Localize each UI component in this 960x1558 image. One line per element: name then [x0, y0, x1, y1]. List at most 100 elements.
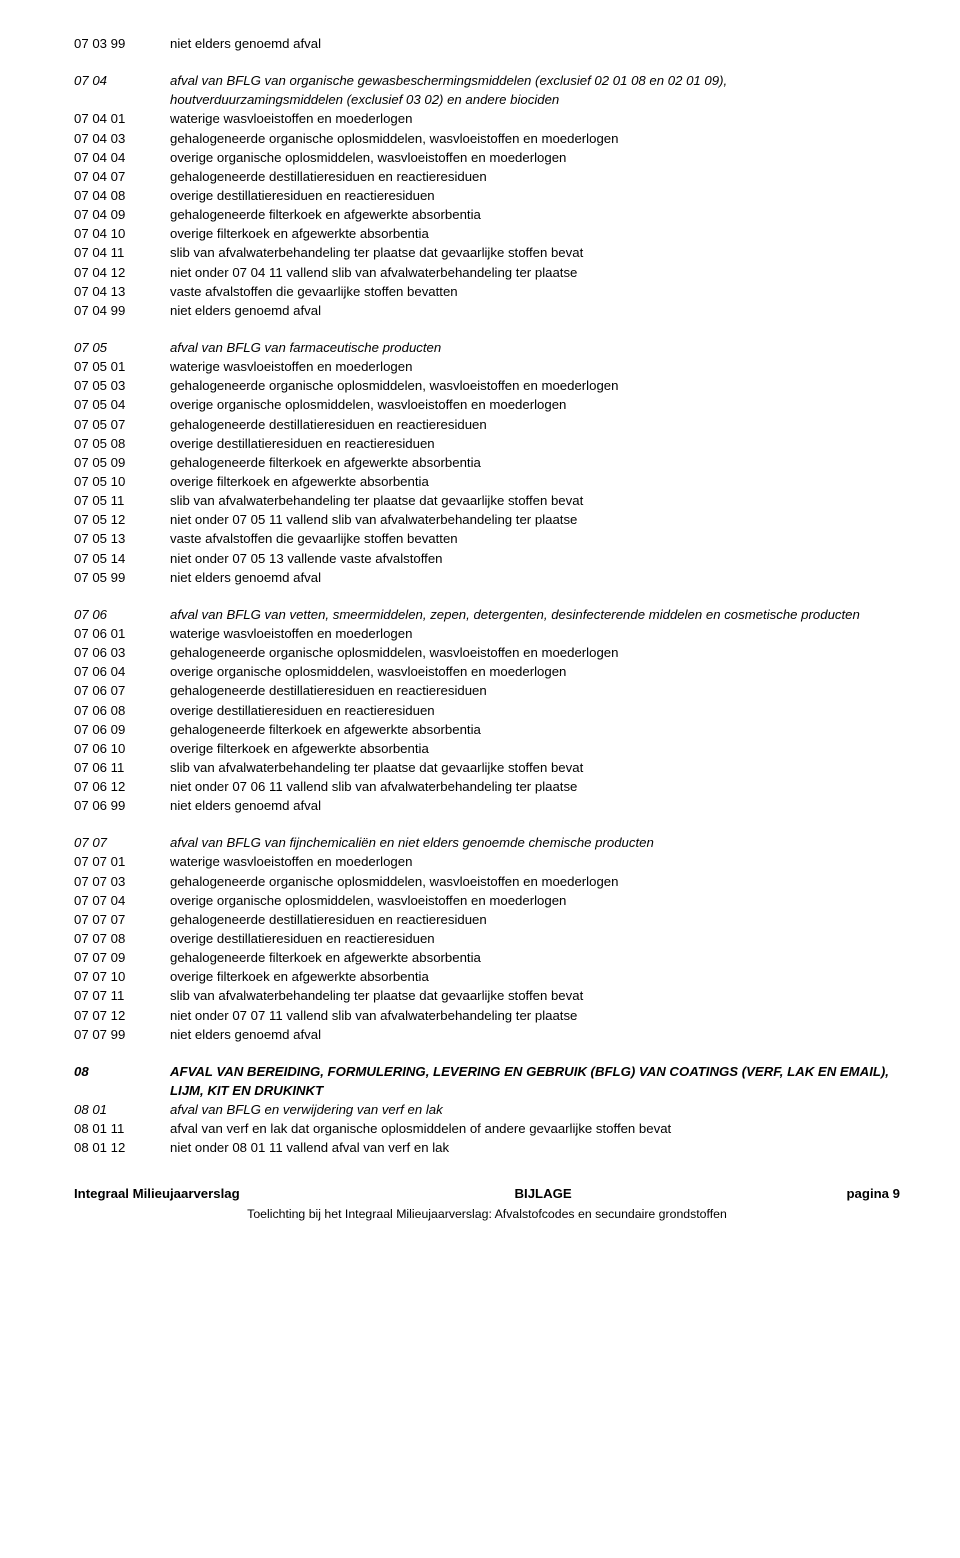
code-cell: 07 05 99 — [74, 568, 170, 587]
code-row: 07 04 12niet onder 07 04 11 vallend slib… — [74, 263, 900, 282]
desc-cell: gehalogeneerde organische oplosmiddelen,… — [170, 643, 900, 662]
code-cell: 07 06 10 — [74, 739, 170, 758]
desc-cell: niet elders genoemd afval — [170, 301, 900, 320]
code-cell: 07 04 — [74, 71, 170, 90]
section-gap — [74, 587, 900, 605]
desc-cell: overige filterkoek en afgewerkte absorbe… — [170, 224, 900, 243]
code-row: 07 05 14niet onder 07 05 13 vallende vas… — [74, 549, 900, 568]
desc-cell: afval van verf en lak dat organische opl… — [170, 1119, 900, 1138]
code-row: 07 05 13vaste afvalstoffen die gevaarlij… — [74, 529, 900, 548]
code-row: 07 07 03gehalogeneerde organische oplosm… — [74, 872, 900, 891]
desc-cell: slib van afvalwaterbehandeling ter plaat… — [170, 758, 900, 777]
code-row: 07 04 08overige destillatieresiduen en r… — [74, 186, 900, 205]
code-row: 07 06 01waterige wasvloeistoffen en moed… — [74, 624, 900, 643]
code-cell: 07 04 99 — [74, 301, 170, 320]
code-row: 07 06 99niet elders genoemd afval — [74, 796, 900, 815]
desc-cell: slib van afvalwaterbehandeling ter plaat… — [170, 491, 900, 510]
code-cell: 07 07 99 — [74, 1025, 170, 1044]
desc-cell: niet elders genoemd afval — [170, 34, 900, 53]
code-row: 07 05 04overige organische oplosmiddelen… — [74, 395, 900, 414]
code-row: 07 05 08overige destillatieresiduen en r… — [74, 434, 900, 453]
code-row: 08AFVAL VAN BEREIDING, FORMULERING, LEVE… — [74, 1062, 900, 1100]
code-cell: 07 04 07 — [74, 167, 170, 186]
code-cell: 07 06 04 — [74, 662, 170, 681]
code-row: 07 05 10overige filterkoek en afgewerkte… — [74, 472, 900, 491]
code-row: 07 06 04overige organische oplosmiddelen… — [74, 662, 900, 681]
code-row: 07 07 01waterige wasvloeistoffen en moed… — [74, 852, 900, 871]
desc-cell: waterige wasvloeistoffen en moederlogen — [170, 109, 900, 128]
desc-cell: overige filterkoek en afgewerkte absorbe… — [170, 967, 900, 986]
desc-cell: overige organische oplosmiddelen, wasvlo… — [170, 148, 900, 167]
code-row: 07 05 07gehalogeneerde destillatieresidu… — [74, 415, 900, 434]
section-gap — [74, 320, 900, 338]
code-cell: 07 04 12 — [74, 263, 170, 282]
code-row: 07 06afval van BFLG van vetten, smeermid… — [74, 605, 900, 624]
desc-cell: gehalogeneerde organische oplosmiddelen,… — [170, 872, 900, 891]
code-row: 07 07afval van BFLG van fijnchemicaliën … — [74, 833, 900, 852]
code-cell: 07 06 11 — [74, 758, 170, 777]
code-row: 07 06 09gehalogeneerde filterkoek en afg… — [74, 720, 900, 739]
code-row: 07 07 09gehalogeneerde filterkoek en afg… — [74, 948, 900, 967]
code-cell: 07 04 11 — [74, 243, 170, 262]
code-cell: 07 04 13 — [74, 282, 170, 301]
footer-right: pagina 9 — [847, 1184, 901, 1203]
code-row: 07 06 12niet onder 07 06 11 vallend slib… — [74, 777, 900, 796]
code-cell: 07 04 04 — [74, 148, 170, 167]
desc-cell: niet elders genoemd afval — [170, 568, 900, 587]
desc-cell: vaste afvalstoffen die gevaarlijke stoff… — [170, 282, 900, 301]
code-row: 07 05 01waterige wasvloeistoffen en moed… — [74, 357, 900, 376]
code-row: 07 06 11slib van afvalwaterbehandeling t… — [74, 758, 900, 777]
code-row: 07 05 11slib van afvalwaterbehandeling t… — [74, 491, 900, 510]
code-row: 07 04 99niet elders genoemd afval — [74, 301, 900, 320]
code-cell: 07 06 — [74, 605, 170, 624]
desc-cell: slib van afvalwaterbehandeling ter plaat… — [170, 986, 900, 1005]
code-row: 07 05afval van BFLG van farmaceutische p… — [74, 338, 900, 357]
code-row: 07 06 08overige destillatieresiduen en r… — [74, 701, 900, 720]
code-row: 07 04 09gehalogeneerde filterkoek en afg… — [74, 205, 900, 224]
code-cell: 08 01 11 — [74, 1119, 170, 1138]
desc-cell: overige destillatieresiduen en reactiere… — [170, 434, 900, 453]
code-row: 07 07 10overige filterkoek en afgewerkte… — [74, 967, 900, 986]
code-row: 07 04 13vaste afvalstoffen die gevaarlij… — [74, 282, 900, 301]
desc-cell: gehalogeneerde filterkoek en afgewerkte … — [170, 948, 900, 967]
desc-cell: gehalogeneerde destillatieresiduen en re… — [170, 415, 900, 434]
code-row: 07 07 11slib van afvalwaterbehandeling t… — [74, 986, 900, 1005]
desc-cell: overige destillatieresiduen en reactiere… — [170, 701, 900, 720]
code-row: 07 07 12niet onder 07 07 11 vallend slib… — [74, 1006, 900, 1025]
code-cell: 07 07 08 — [74, 929, 170, 948]
code-cell: 07 06 01 — [74, 624, 170, 643]
desc-cell: waterige wasvloeistoffen en moederlogen — [170, 357, 900, 376]
desc-cell: gehalogeneerde filterkoek en afgewerkte … — [170, 453, 900, 472]
desc-cell: niet onder 07 06 11 vallend slib van afv… — [170, 777, 900, 796]
desc-cell: gehalogeneerde organische oplosmiddelen,… — [170, 129, 900, 148]
code-cell: 07 07 09 — [74, 948, 170, 967]
code-row: 07 04 01waterige wasvloeistoffen en moed… — [74, 109, 900, 128]
code-row: 07 05 03gehalogeneerde organische oplosm… — [74, 376, 900, 395]
code-cell: 07 06 07 — [74, 681, 170, 700]
code-cell: 07 07 07 — [74, 910, 170, 929]
desc-cell: gehalogeneerde destillatieresiduen en re… — [170, 167, 900, 186]
code-cell: 07 04 01 — [74, 109, 170, 128]
code-cell: 07 06 12 — [74, 777, 170, 796]
desc-cell: overige organische oplosmiddelen, wasvlo… — [170, 662, 900, 681]
code-cell: 07 05 13 — [74, 529, 170, 548]
desc-cell: overige destillatieresiduen en reactiere… — [170, 186, 900, 205]
code-cell: 07 07 12 — [74, 1006, 170, 1025]
code-cell: 07 04 09 — [74, 205, 170, 224]
desc-cell: gehalogeneerde destillatieresiduen en re… — [170, 681, 900, 700]
desc-cell: overige destillatieresiduen en reactiere… — [170, 929, 900, 948]
code-row: 07 04 03gehalogeneerde organische oplosm… — [74, 129, 900, 148]
footer-center: BIJLAGE — [515, 1184, 572, 1203]
code-cell: 08 01 — [74, 1100, 170, 1119]
code-cell: 07 06 08 — [74, 701, 170, 720]
code-cell: 07 07 04 — [74, 891, 170, 910]
desc-cell: gehalogeneerde filterkoek en afgewerkte … — [170, 720, 900, 739]
code-cell: 07 06 09 — [74, 720, 170, 739]
code-row: 07 06 07gehalogeneerde destillatieresidu… — [74, 681, 900, 700]
section-gap — [74, 1044, 900, 1062]
code-cell: 07 04 10 — [74, 224, 170, 243]
page-content: 07 03 99niet elders genoemd afval07 04af… — [0, 0, 960, 1248]
code-cell: 07 07 01 — [74, 852, 170, 871]
code-listing: 07 03 99niet elders genoemd afval07 04af… — [74, 34, 900, 1158]
code-cell: 07 07 — [74, 833, 170, 852]
